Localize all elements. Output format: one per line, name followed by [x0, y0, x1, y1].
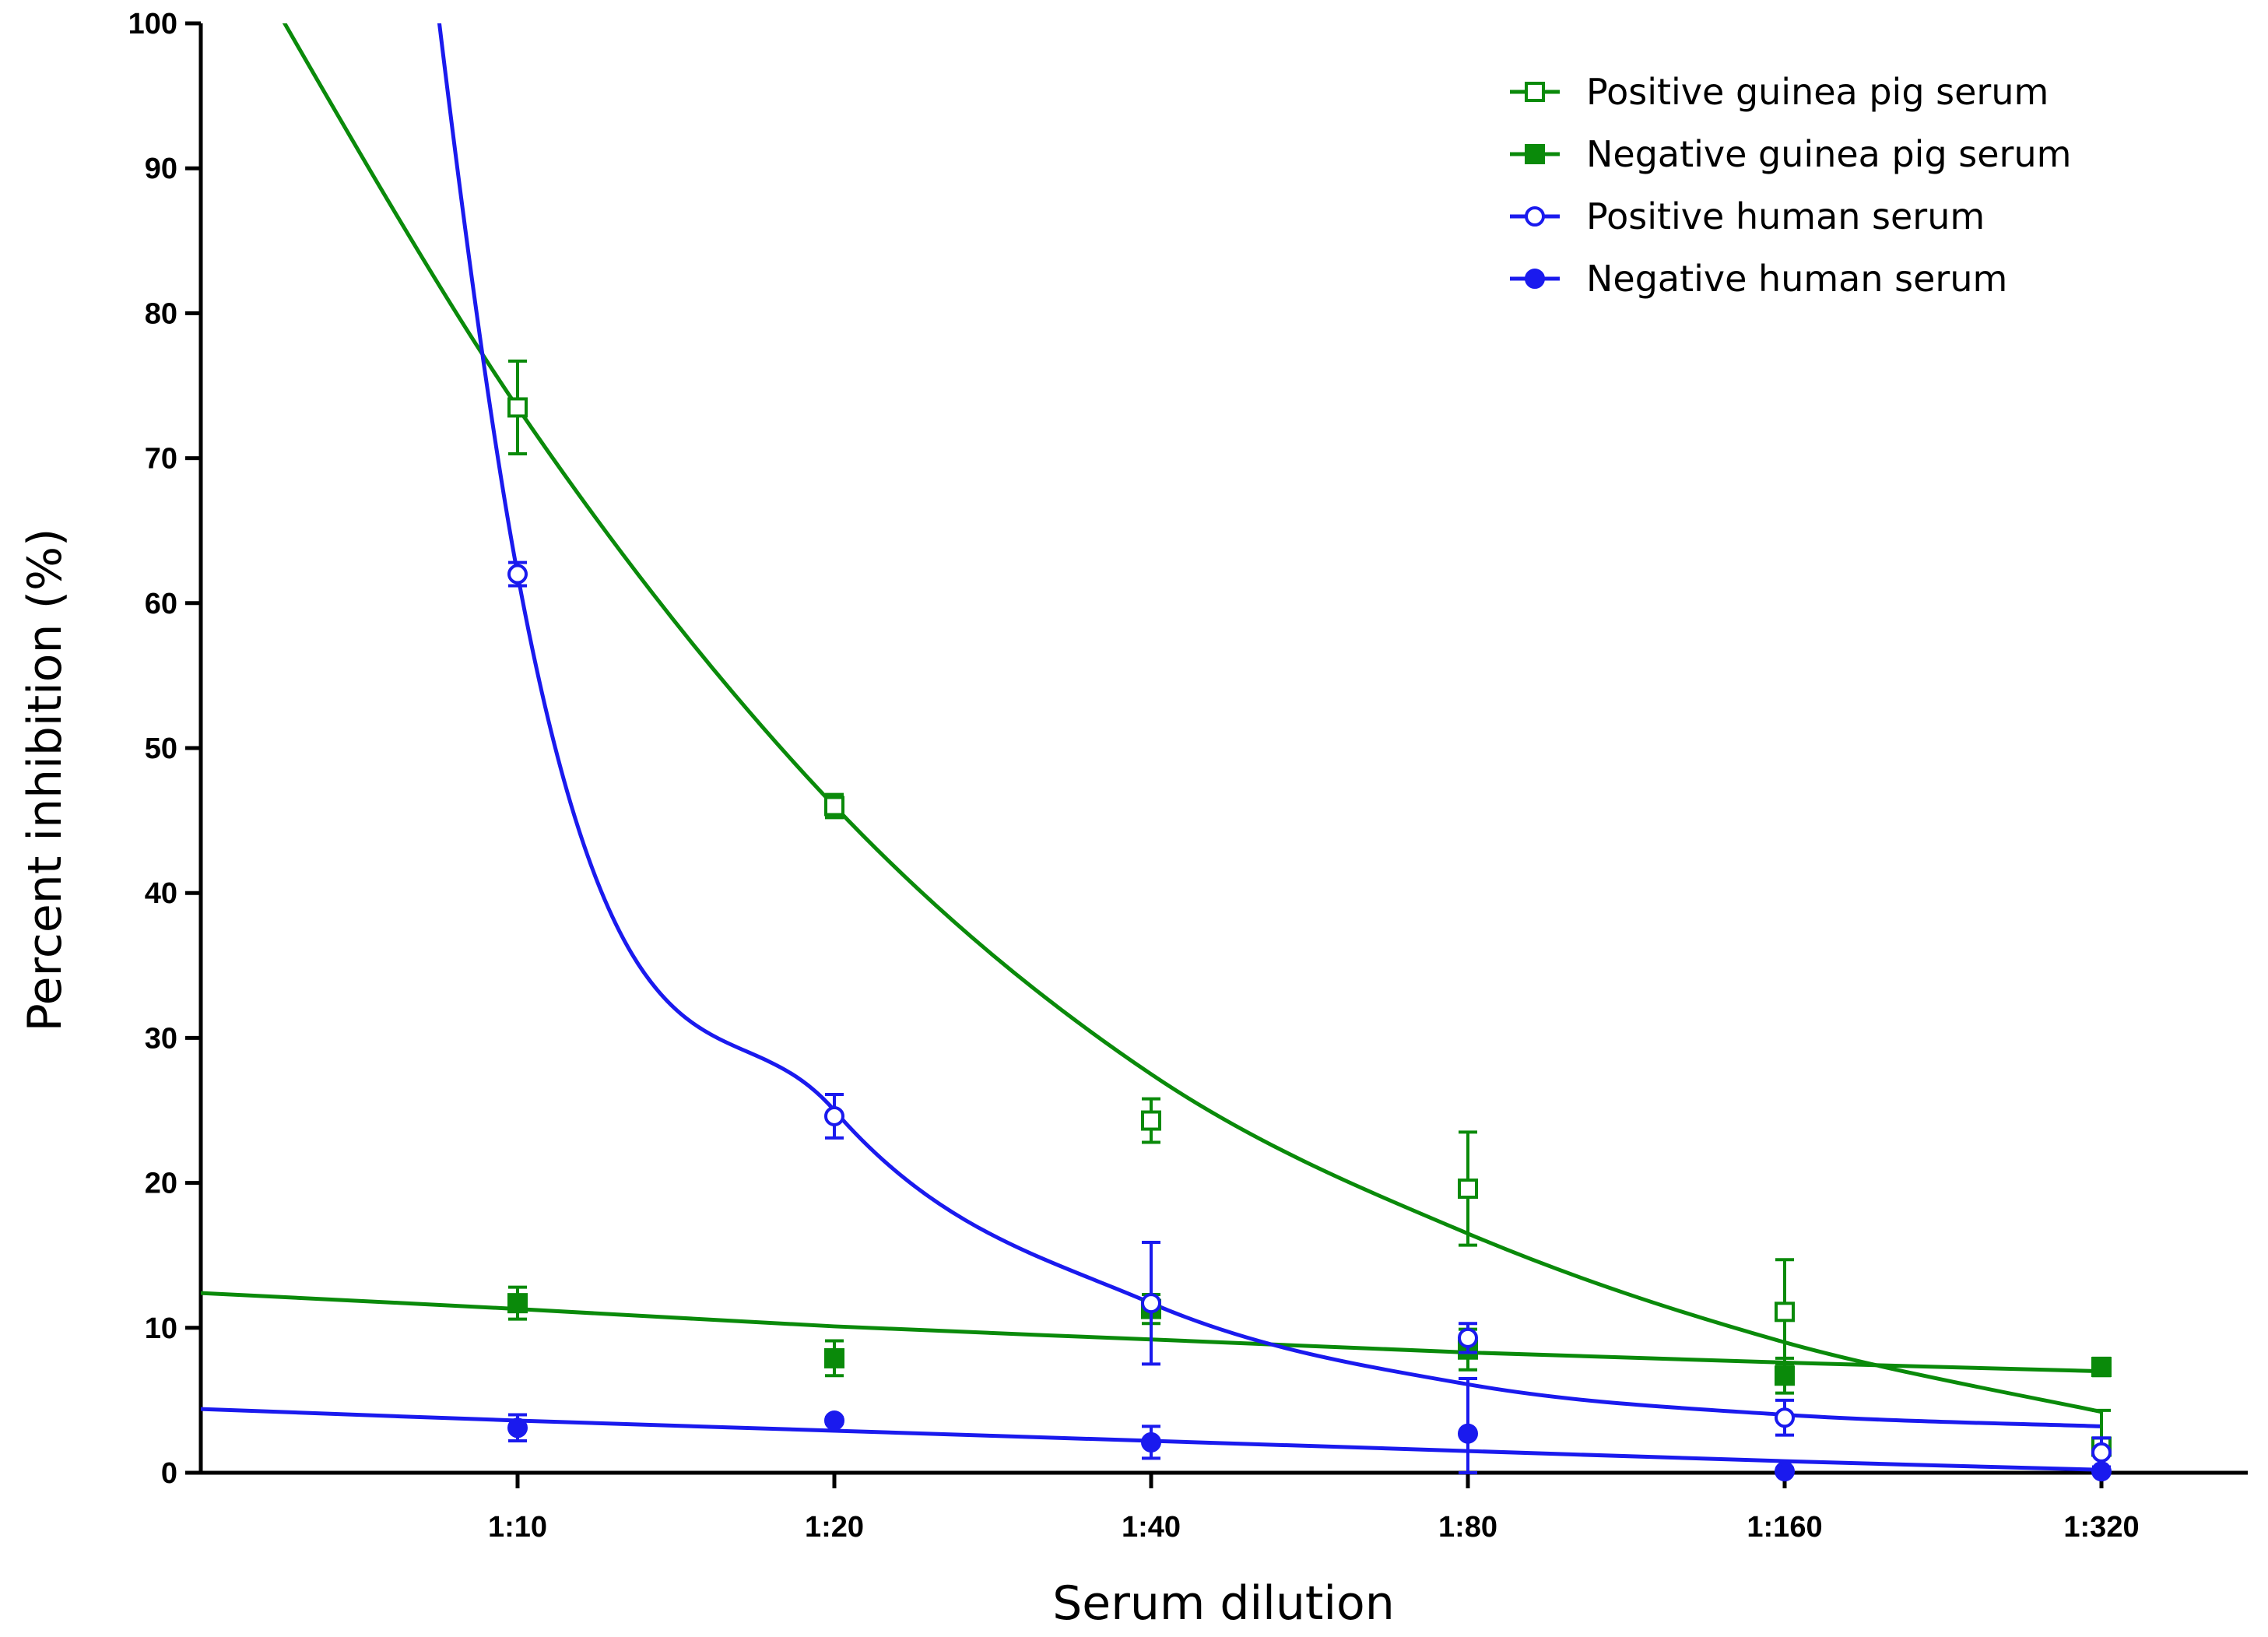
point-positive-human-serum	[507, 564, 528, 585]
point-positive-guinea-pig-serum	[1141, 1110, 1161, 1131]
legend-marker	[1525, 206, 1545, 227]
fit-curve-positive-guinea-pig-serum	[282, 23, 2102, 1414]
axes	[198, 23, 2248, 1475]
legend: Positive guinea pig serum Negative guinea…	[1510, 71, 2071, 300]
fit-curve-positive-human-serum	[437, 23, 2102, 1428]
x-tick-label: 1:40	[1122, 1511, 1181, 1544]
point-positive-human-serum	[2091, 1442, 2112, 1463]
point-positive-guinea-pig-serum	[1775, 1302, 1795, 1323]
legend-label: Positive guinea pig serum	[1586, 71, 2049, 113]
legend-label: Negative guinea pig serum	[1586, 133, 2071, 175]
point-negative-guinea-pig-serum	[507, 1293, 528, 1314]
x-tick-label: 1:80	[1438, 1511, 1497, 1544]
point-negative-human-serum	[824, 1410, 844, 1431]
y-tick-label: 90	[145, 153, 177, 185]
y-tick-label: 30	[145, 1022, 177, 1055]
y-tick-label: 100	[128, 8, 177, 40]
y-axis-ticks: 0 10 20 30 40 50 60 70 80 90 100	[128, 8, 201, 1490]
point-positive-human-serum	[1141, 1293, 1161, 1314]
point-negative-guinea-pig-serum	[1775, 1365, 1795, 1386]
point-negative-human-serum	[2091, 1461, 2112, 1482]
point-negative-guinea-pig-serum	[2091, 1357, 2112, 1378]
y-tick-label: 80	[145, 297, 177, 330]
legend-marker	[1525, 82, 1545, 102]
x-tick-label: 1:320	[2063, 1511, 2139, 1544]
x-axis-title: Serum dilution	[1052, 1576, 1395, 1631]
y-tick-label: 60	[145, 588, 177, 620]
y-tick-label: 50	[145, 732, 177, 765]
y-tick-label: 70	[145, 443, 177, 476]
point-negative-human-serum	[507, 1417, 528, 1439]
y-tick-label: 10	[145, 1312, 177, 1345]
y-axis-title: Percent inhibition (%)	[18, 529, 72, 1032]
point-positive-guinea-pig-serum	[507, 397, 528, 418]
point-positive-guinea-pig-serum	[1458, 1179, 1478, 1200]
y-tick-label: 0	[161, 1457, 177, 1490]
legend-label: Negative human serum	[1586, 258, 2007, 300]
x-tick-label: 1:20	[805, 1511, 864, 1544]
point-positive-human-serum	[1458, 1327, 1478, 1348]
legend-marker	[1525, 269, 1545, 289]
point-positive-guinea-pig-serum	[824, 796, 844, 817]
point-negative-human-serum	[1458, 1423, 1478, 1444]
legend-label: Positive human serum	[1586, 195, 1985, 237]
point-positive-human-serum	[824, 1105, 844, 1126]
x-tick-label: 1:160	[1747, 1511, 1822, 1544]
point-negative-guinea-pig-serum	[824, 1347, 844, 1368]
x-tick-label: 1:10	[488, 1511, 547, 1544]
point-negative-human-serum	[1141, 1431, 1161, 1453]
point-positive-human-serum	[1775, 1407, 1795, 1428]
legend-marker	[1525, 144, 1545, 164]
point-negative-human-serum	[1775, 1461, 1795, 1482]
y-tick-label: 40	[145, 877, 177, 910]
data-points	[507, 359, 2112, 1482]
y-tick-label: 20	[145, 1168, 177, 1200]
x-axis-ticks: 1:10 1:20 1:40 1:80 1:160 1:320	[488, 1473, 2140, 1544]
